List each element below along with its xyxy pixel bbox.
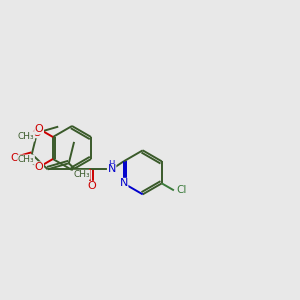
Text: CH₃: CH₃ [18,155,34,164]
Text: CH₃: CH₃ [18,132,34,141]
Text: O: O [35,162,44,172]
Text: H: H [109,160,115,169]
Text: O: O [33,128,41,138]
Text: N: N [119,178,128,188]
Text: N: N [107,164,116,174]
Text: O: O [35,124,44,134]
Text: Cl: Cl [176,185,186,195]
Text: CH₃: CH₃ [74,170,90,179]
Text: O: O [10,153,19,163]
Text: O: O [87,182,96,191]
